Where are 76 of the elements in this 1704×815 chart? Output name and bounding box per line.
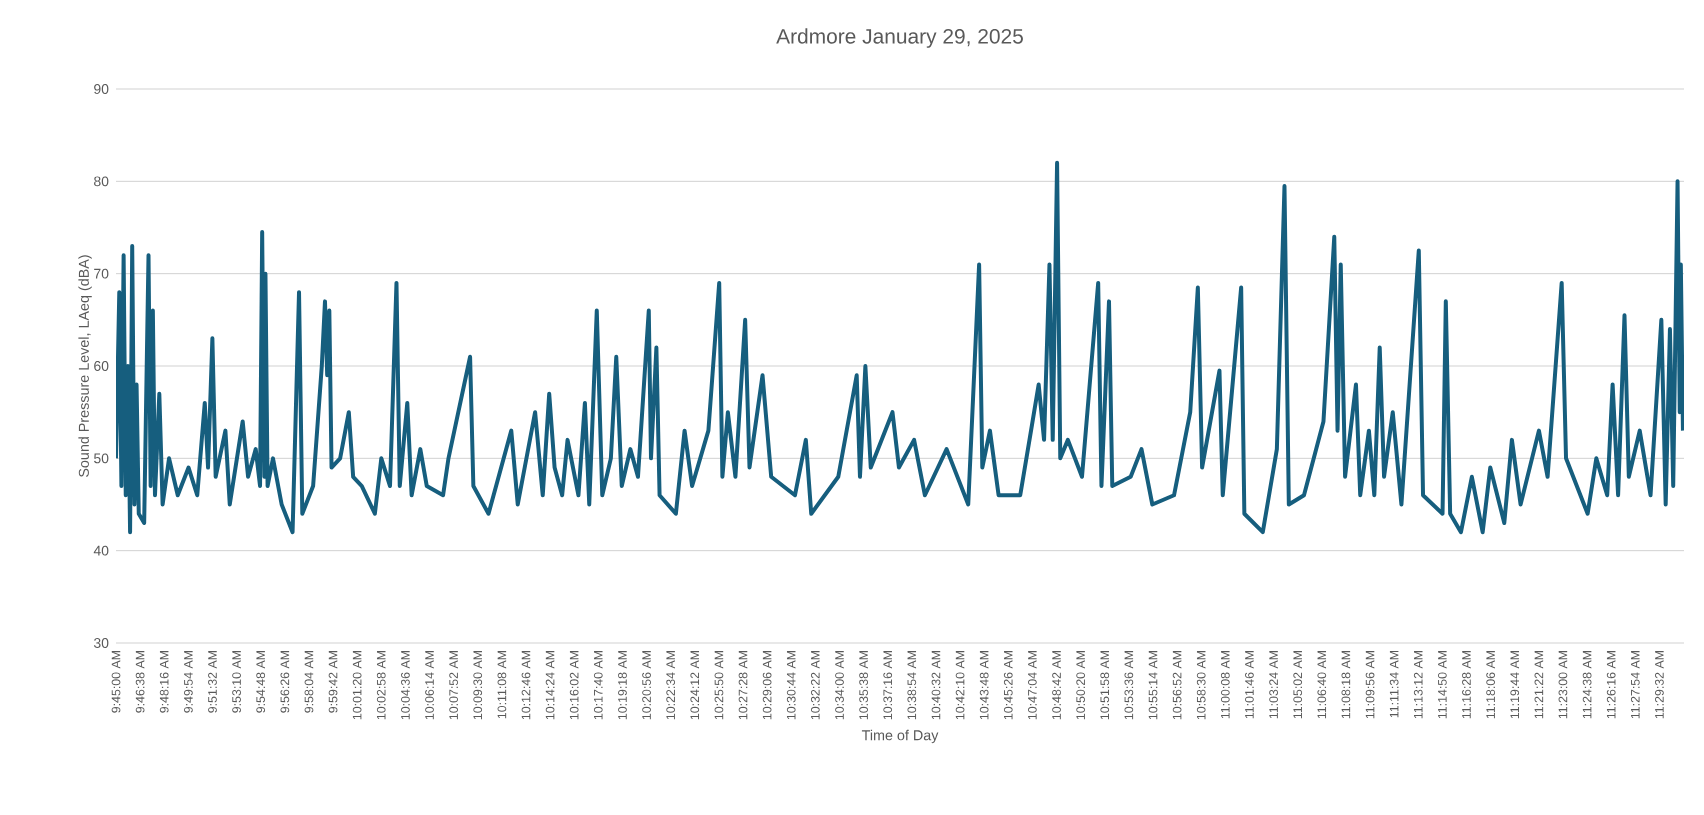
x-tick-label: 10:43:48 AM (979, 651, 989, 720)
x-tick-label: 9:51:32 AM (208, 651, 217, 713)
x-tick-label: 11:08:18 AM (1341, 651, 1351, 719)
x-tick-label: 10:06:14 AM (425, 651, 434, 720)
x-tick-label: 10:56:52 AM (1172, 651, 1182, 720)
x-tick-label: 11:06:40 AM (1317, 651, 1327, 719)
x-tick-label: 11:09:56 AM (1365, 651, 1375, 719)
x-tick-label: 9:49:54 AM (184, 651, 193, 713)
x-tick-label: 10:40:32 AM (931, 651, 941, 720)
x-tick-label: 11:27:54 AM (1630, 651, 1640, 719)
chart-title: Ardmore January 29, 2025 (776, 28, 1023, 48)
y-axis-title: Sound Pressure Level, LAeq (dBA) (78, 255, 92, 477)
x-tick-label: 10:51:58 AM (1100, 651, 1110, 720)
x-tick-label: 9:48:16 AM (159, 651, 169, 713)
line-series (116, 160, 1685, 535)
x-tick-label: 11:13:12 AM (1413, 651, 1423, 719)
x-tick-label: 10:32:22 AM (810, 651, 820, 720)
x-tick-label: 9:46:38 AM (135, 651, 145, 713)
x-tick-label: 10:19:18 AM (618, 651, 627, 720)
y-tick-label: 60 (94, 361, 109, 371)
x-tick-label: 10:20:56 AM (642, 651, 651, 720)
x-tick-label: 10:29:06 AM (762, 651, 772, 720)
x-tick-label: 11:14:50 AM (1437, 651, 1447, 719)
x-tick-label: 11:01:46 AM (1245, 651, 1254, 719)
x-tick-label: 10:45:26 AM (1003, 651, 1013, 720)
x-tick-label: 10:17:40 AM (593, 651, 603, 720)
x-tick-label: 11:00:08 AM (1220, 651, 1230, 719)
x-tick-label: 10:48:42 AM (1052, 651, 1061, 720)
x-tick-label: 11:21:22 AM (1534, 651, 1544, 719)
x-tick-label: 11:16:28 AM (1462, 651, 1471, 719)
x-tick-label: 11:03:24 AM (1269, 651, 1278, 719)
x-tick-label: 11:05:02 AM (1293, 651, 1303, 719)
x-tick-label: 9:53:10 AM (232, 651, 241, 713)
x-tick-label: 10:35:38 AM (859, 651, 868, 720)
y-tick-label: 90 (94, 84, 109, 94)
x-tick-label: 11:19:44 AM (1510, 651, 1520, 719)
y-tick-label: 30 (93, 638, 109, 648)
x-tick-label: 9:54:48 AM (256, 651, 266, 713)
x-tick-label: 10:11:08 AM (497, 651, 507, 719)
x-tick-label: 10:22:34 AM (666, 651, 676, 720)
x-tick-label: 10:58:30 AM (1196, 651, 1206, 720)
x-tick-label: 11:11:34 AM (1389, 651, 1399, 718)
x-tick-label: 10:14:24 AM (545, 651, 555, 720)
x-tick-label: 10:34:00 AM (835, 651, 844, 720)
x-tick-label: 9:56:26 AM (280, 651, 290, 713)
x-tick-label: 10:04:36 AM (401, 651, 410, 720)
x-tick-label: 11:23:00 AM (1558, 651, 1568, 719)
y-tick-label: 40 (93, 545, 109, 556)
x-tick-label: 10:47:04 AM (1027, 651, 1037, 720)
x-tick-label: 11:24:38 AM (1582, 651, 1592, 719)
x-axis-title: Time of Day (861, 729, 939, 744)
x-tick-label: 10:02:58 AM (376, 651, 386, 720)
x-tick-label: 9:45:00 AM (111, 651, 121, 713)
x-tick-label: 10:42:10 AM (955, 651, 965, 720)
x-tick-label: 9:59:42 AM (328, 651, 338, 713)
x-tick-label: 11:29:32 AM (1655, 651, 1664, 719)
y-tick-label: 50 (94, 453, 109, 464)
x-tick-label: 10:38:54 AM (907, 651, 917, 720)
x-tick-label: 10:16:02 AM (569, 651, 579, 720)
x-tick-label: 10:01:20 AM (352, 651, 362, 720)
y-tick-label: 80 (94, 176, 109, 187)
x-tick-label: 10:27:28 AM (738, 651, 748, 720)
x-tick-label: 11:18:06 AM (1486, 651, 1496, 719)
x-tick-label: 10:07:52 AM (449, 651, 458, 720)
y-tick-label: 70 (94, 268, 109, 279)
x-tick-label: 10:30:44 AM (786, 651, 796, 720)
x-tick-label: 10:24:12 AM (690, 651, 700, 720)
x-tick-label: 10:12:46 AM (521, 651, 531, 720)
x-tick-label: 10:25:50 AM (714, 651, 724, 720)
x-tick-label: 10:37:16 AM (883, 651, 893, 720)
x-tick-label: 10:09:30 AM (473, 651, 483, 720)
x-tick-label: 10:53:36 AM (1124, 651, 1134, 720)
x-tick-label: 10:55:14 AM (1148, 651, 1158, 720)
x-tick-label: 10:50:20 AM (1076, 651, 1086, 720)
x-tick-label: 9:58:04 AM (304, 651, 314, 713)
x-tick-label: 11:26:16 AM (1606, 651, 1616, 719)
